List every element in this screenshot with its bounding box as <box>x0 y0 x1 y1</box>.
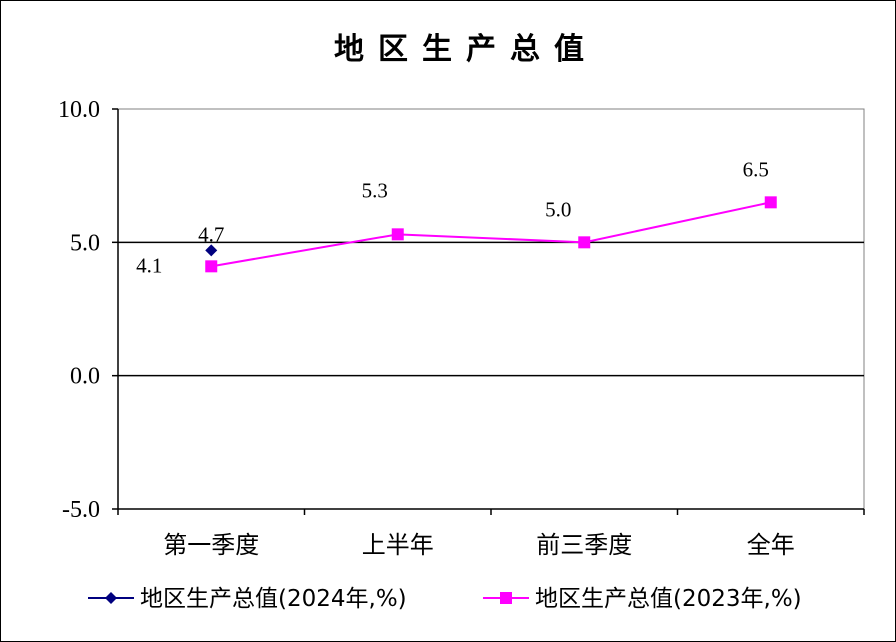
legend-label-2023: 地区生产总值(2023年,%) <box>535 586 802 612</box>
legend-marker-2023 <box>500 592 512 604</box>
plot-area <box>117 108 865 510</box>
legend-label-2024: 地区生产总值(2024年,%) <box>140 586 407 612</box>
x-tick-label: 上半年 <box>362 531 434 559</box>
data-label-2024: 4.7 <box>198 222 224 246</box>
x-tick-label: 前三季度 <box>536 531 632 559</box>
x-tick-label: 全年 <box>747 531 795 559</box>
data-point-2023 <box>205 260 218 273</box>
data-point-2023 <box>391 228 404 241</box>
data-label-2023: 5.3 <box>362 178 388 202</box>
data-label-2023: 5.0 <box>545 197 571 221</box>
data-label-2023: 6.5 <box>743 157 769 181</box>
chart-title: 地区生产总值 <box>334 32 598 67</box>
legend-marker-2024 <box>105 592 117 604</box>
data-point-2024 <box>205 244 218 257</box>
x-tick-label: 第一季度 <box>163 531 259 559</box>
data-label-2023: 4.1 <box>136 253 162 277</box>
y-tick-label: 0.0 <box>70 364 100 390</box>
y-tick-label: -5.0 <box>62 497 100 523</box>
y-tick-label: 10.0 <box>58 97 100 123</box>
data-point-2023 <box>578 236 591 249</box>
series-line-2023 <box>211 201 771 268</box>
y-tick-label: 5.0 <box>70 230 100 256</box>
data-point-2023 <box>764 196 777 209</box>
